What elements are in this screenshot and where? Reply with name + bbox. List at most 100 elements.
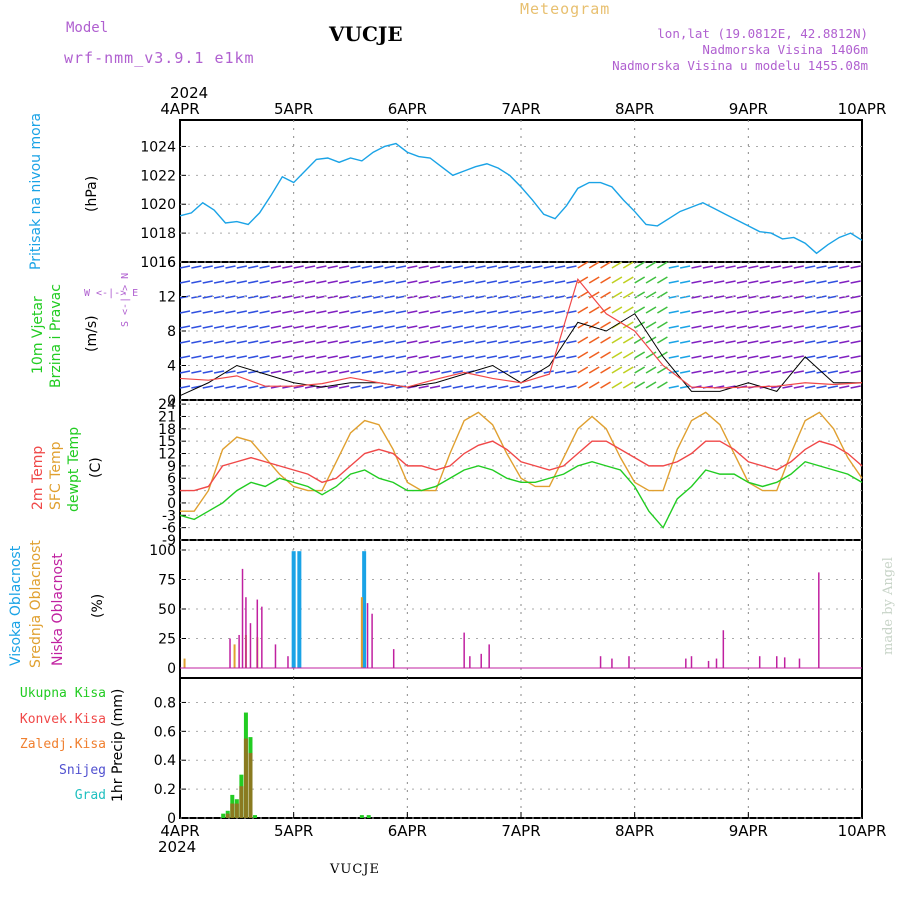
wind-barb — [543, 355, 554, 359]
cloud-bar — [245, 597, 247, 668]
wind-barb — [282, 340, 293, 344]
wind-barb — [736, 265, 748, 269]
wind-barb — [418, 295, 429, 299]
wind-barb — [793, 280, 804, 284]
wind-barb — [293, 280, 304, 284]
wind-barb — [759, 355, 770, 359]
wind-barb — [509, 265, 520, 269]
wind-barb — [622, 261, 634, 269]
x-tick-label-top: 10APR — [838, 100, 887, 118]
wind-barb — [407, 340, 418, 344]
wind-barb — [509, 355, 520, 359]
wind-barb — [770, 295, 782, 299]
wind-barb — [407, 385, 418, 389]
wind-barb — [475, 370, 486, 374]
wind-barb — [509, 310, 520, 314]
wind-barb — [600, 381, 611, 389]
cloud-bar — [690, 656, 693, 668]
wind-barb — [827, 310, 839, 314]
pressure-ytick-label: 1022 — [140, 168, 176, 184]
cloud-bar — [241, 568, 244, 668]
wind-barb — [452, 265, 463, 269]
wind-barb — [441, 310, 452, 314]
wind-barb — [384, 310, 395, 314]
wind-barb — [498, 295, 509, 299]
wind-barb — [293, 325, 304, 329]
temperature-ytick-label: 24 — [158, 397, 176, 413]
wind-barb — [793, 370, 804, 374]
pressure-ytick-label: 1016 — [140, 255, 176, 271]
temperature-ytick-label: 15 — [158, 434, 176, 450]
wind-barb — [645, 366, 657, 374]
legend-conv-rain: Konvek.Kisa — [19, 712, 106, 727]
x-tick-label-bottom: 4APR — [160, 822, 199, 840]
wind-barb — [611, 351, 623, 359]
precip-bar — [366, 815, 371, 818]
wind-barb — [679, 355, 691, 359]
wind-barb — [600, 336, 611, 344]
wind-barb — [429, 340, 441, 344]
wind-barb — [282, 310, 293, 314]
wind-barb — [464, 325, 475, 329]
wind-barb — [554, 280, 566, 284]
wind-barb — [202, 385, 213, 389]
wind-barb — [748, 325, 759, 329]
wind-barb — [554, 355, 566, 359]
wind-barb — [520, 340, 532, 344]
wind-barb — [770, 355, 782, 359]
wind-barb — [532, 385, 543, 389]
wind-barb — [486, 370, 498, 374]
wind-barb — [191, 340, 202, 344]
wind-barb — [850, 280, 861, 284]
wind-barb — [566, 280, 577, 284]
wind-barb — [293, 355, 304, 359]
wind-barb — [248, 280, 259, 284]
wind-barb — [520, 265, 532, 269]
wind-barb — [259, 280, 270, 284]
wind-barb — [213, 295, 225, 299]
wind-barb — [248, 325, 259, 329]
wind-barb — [577, 261, 589, 269]
temperature-ytick-label: 9 — [167, 459, 176, 475]
wind-barb — [350, 295, 361, 299]
wind-barb — [759, 370, 770, 374]
wind-barb — [316, 265, 327, 269]
wind-barb — [259, 325, 270, 329]
cloud-bar — [463, 632, 465, 668]
wind-barb — [622, 306, 634, 314]
temperature-ytick-label: -6 — [162, 521, 176, 537]
cloud-bar — [291, 551, 296, 668]
wind-barb — [748, 280, 759, 284]
year-label-top: 2024 — [170, 84, 209, 102]
wind-barb — [668, 385, 679, 389]
wind-barb — [714, 355, 725, 359]
wind-barb — [350, 280, 361, 284]
wind-barb — [588, 276, 600, 284]
wind-barb — [850, 295, 861, 299]
cloud-bar — [776, 656, 778, 668]
wind-barb — [850, 265, 861, 269]
wind-barb — [520, 325, 532, 329]
wind-barb — [441, 280, 452, 284]
wind-barb — [202, 340, 213, 344]
wind-barb — [782, 295, 793, 299]
wind-barb — [622, 366, 634, 374]
wind-barb — [782, 340, 793, 344]
cloud-bar — [360, 597, 363, 668]
wind-barb — [498, 340, 509, 344]
wind-barb — [464, 265, 475, 269]
wind-barb — [532, 280, 543, 284]
wind-barb — [622, 351, 634, 359]
wind-barb — [532, 355, 543, 359]
wind-barb — [714, 265, 725, 269]
wind-barb — [498, 325, 509, 329]
dewpt-line — [179, 460, 863, 529]
wind-barb — [725, 370, 736, 374]
wind-barb — [805, 265, 816, 269]
wind-barb — [304, 310, 316, 314]
wind-barb — [293, 295, 304, 299]
wind-barb — [316, 370, 327, 374]
wind-barb — [816, 265, 827, 269]
x-tick-label-top: 8APR — [615, 100, 654, 118]
wind-barb — [373, 280, 384, 284]
